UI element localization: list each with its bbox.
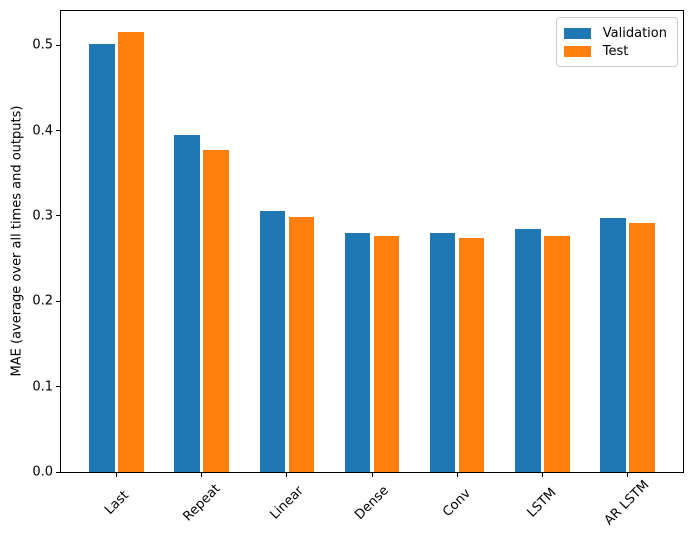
- bar-validation-repeat: [174, 134, 200, 472]
- x-tick-mark: [456, 472, 458, 477]
- y-tick-mark: [56, 471, 60, 473]
- bar-test-lstm: [544, 236, 570, 472]
- x-tick-label-conv: Conv: [440, 486, 475, 520]
- bar-validation-ar-lstm: [600, 218, 626, 472]
- legend: Validation Test: [555, 17, 678, 67]
- x-tick-mark: [286, 472, 288, 477]
- x-tick-label-linear: Linear: [267, 483, 307, 523]
- legend-entry-validation: Validation: [563, 24, 667, 42]
- plot-area: 0.0 0.1 0.2 0.3 0.4 0.5 Last Repeat Linear Dense…: [32, 10, 684, 528]
- x-tick-label-dense: Dense: [352, 483, 392, 523]
- y-tick-label: 0.5: [32, 37, 53, 53]
- y-axis-label: MAE (average over all times and outputs): [9, 105, 25, 377]
- y-tick-label: 0.3: [32, 208, 53, 224]
- y-tick-label: 0.1: [32, 379, 53, 395]
- bar-test-conv: [458, 238, 485, 472]
- bar-test-last: [118, 32, 144, 472]
- y-tick-mark: [56, 300, 60, 302]
- x-tick-label-lstm: LSTM: [524, 485, 560, 521]
- x-tick-mark: [116, 472, 118, 477]
- bar-validation-conv: [429, 232, 456, 472]
- bar-test-dense: [373, 236, 400, 472]
- x-tick-mark: [626, 472, 628, 477]
- bar-test-repeat: [203, 150, 229, 472]
- x-tick-mark: [201, 472, 203, 477]
- y-tick-label: 0.2: [32, 293, 53, 309]
- legend-label-test: Test: [602, 43, 629, 59]
- y-tick-label: 0.0: [32, 464, 53, 480]
- x-tick-mark: [371, 472, 373, 477]
- y-tick-mark: [56, 130, 60, 132]
- bar-validation-lstm: [515, 228, 541, 472]
- bar-validation-dense: [344, 232, 371, 472]
- y-tick-label: 0.4: [32, 123, 53, 139]
- x-tick-label-last: Last: [101, 488, 132, 518]
- y-tick-mark: [56, 44, 60, 46]
- legend-swatch-validation: [563, 27, 591, 39]
- x-tick-label-repeat: Repeat: [180, 481, 224, 525]
- bar-test-linear: [288, 216, 315, 472]
- bar-test-ar-lstm: [629, 222, 655, 472]
- y-tick-mark: [56, 386, 60, 388]
- bar-validation-last: [89, 44, 115, 472]
- bar-validation-linear: [259, 210, 286, 472]
- y-tick-mark: [56, 215, 60, 217]
- legend-label-validation: Validation: [602, 25, 667, 41]
- legend-entry-test: Test: [563, 42, 667, 60]
- x-tick-mark: [541, 472, 543, 477]
- x-tick-label-ar-lstm: AR LSTM: [602, 477, 653, 529]
- legend-swatch-test: [563, 45, 591, 57]
